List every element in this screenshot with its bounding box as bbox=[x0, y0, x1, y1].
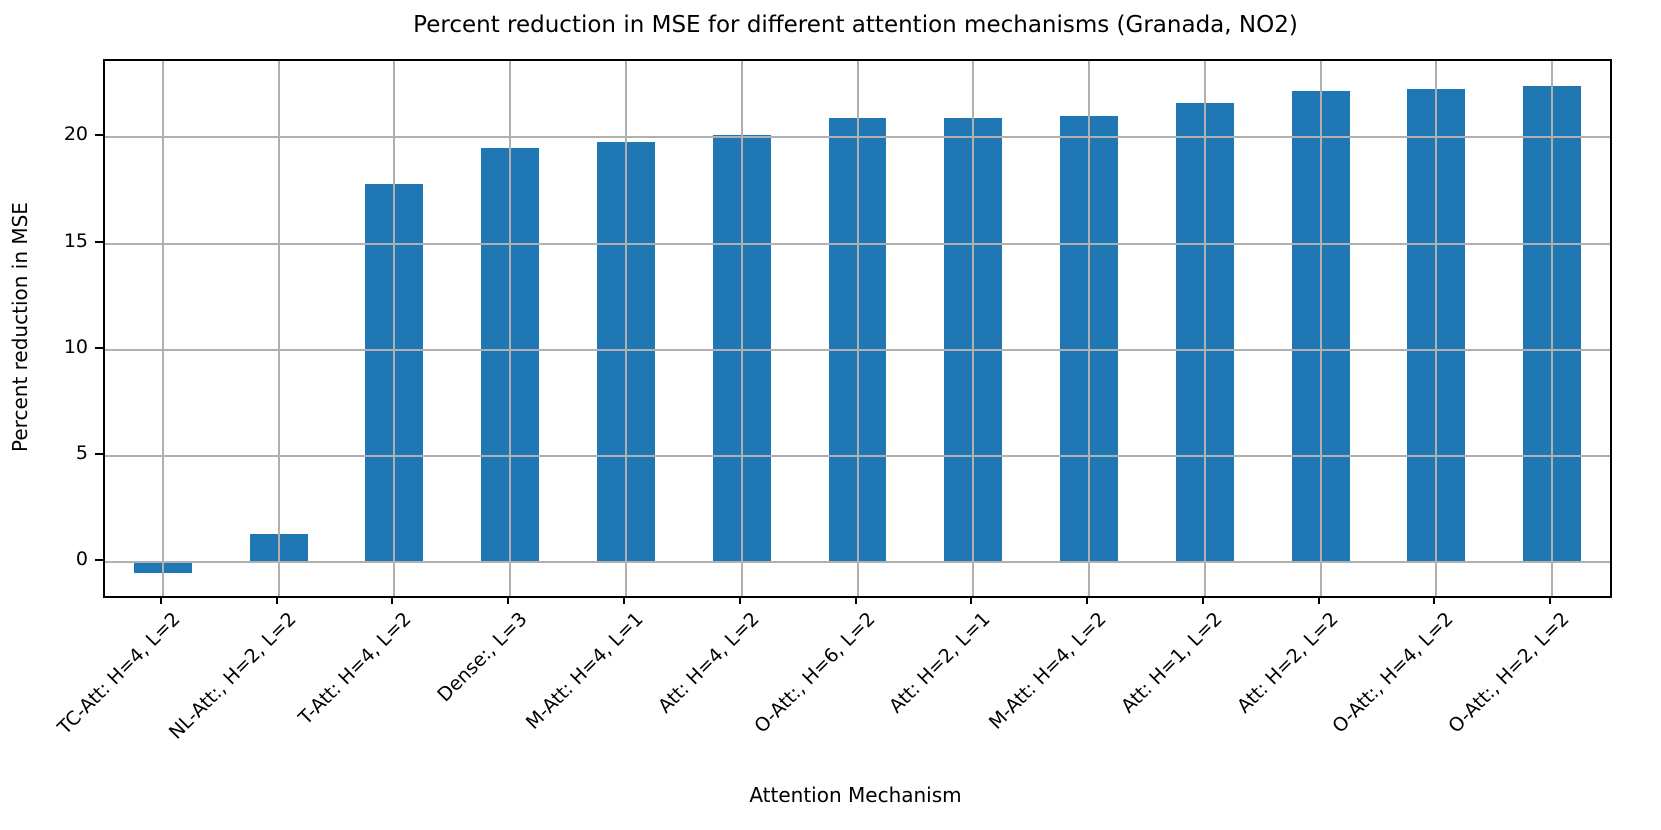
x-tick-mark bbox=[1317, 596, 1320, 604]
y-tick-mark bbox=[95, 134, 103, 137]
y-tick-mark bbox=[95, 346, 103, 349]
v-gridline bbox=[1203, 61, 1206, 596]
v-gridline bbox=[1088, 61, 1091, 596]
y-tick-label: 20 bbox=[63, 123, 88, 146]
v-gridline bbox=[509, 61, 512, 596]
v-gridline bbox=[393, 61, 396, 596]
y-tick-mark bbox=[95, 452, 103, 455]
x-tick-mark bbox=[1433, 596, 1436, 604]
x-tick-mark bbox=[391, 596, 394, 604]
x-tick-mark bbox=[1549, 596, 1552, 604]
v-gridline bbox=[972, 61, 975, 596]
x-tick-mark bbox=[854, 596, 857, 604]
x-tick-mark bbox=[622, 596, 625, 604]
v-gridline bbox=[624, 61, 627, 596]
v-gridline bbox=[277, 61, 280, 596]
v-gridline bbox=[161, 61, 164, 596]
x-tick-mark bbox=[1201, 596, 1204, 604]
v-gridline bbox=[1319, 61, 1322, 596]
x-axis-label: Attention Mechanism bbox=[749, 783, 962, 807]
x-tick-mark bbox=[507, 596, 510, 604]
y-tick-mark bbox=[95, 240, 103, 243]
y-tick-label: 0 bbox=[75, 548, 88, 571]
x-tick-mark bbox=[275, 596, 278, 604]
chart-title: Percent reduction in MSE for different a… bbox=[413, 12, 1298, 38]
y-tick-label: 15 bbox=[63, 229, 88, 252]
y-tick-label: 5 bbox=[75, 441, 88, 464]
x-tick-mark bbox=[970, 596, 973, 604]
y-axis-label: Percent reduction in MSE bbox=[8, 202, 32, 452]
v-gridline bbox=[740, 61, 743, 596]
plot-area bbox=[103, 59, 1612, 598]
y-tick-mark bbox=[95, 559, 103, 562]
y-tick-label: 10 bbox=[63, 335, 88, 358]
v-gridline bbox=[1435, 61, 1438, 596]
v-gridline bbox=[1551, 61, 1554, 596]
x-tick-mark bbox=[1086, 596, 1089, 604]
x-tick-mark bbox=[159, 596, 162, 604]
v-gridline bbox=[856, 61, 859, 596]
x-tick-mark bbox=[738, 596, 741, 604]
